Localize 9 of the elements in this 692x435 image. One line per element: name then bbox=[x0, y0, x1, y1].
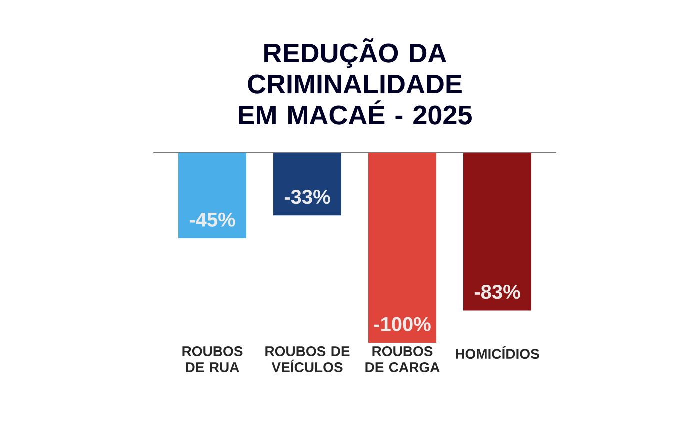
x-tick-label: ROUBOS DE CARGA bbox=[366, 346, 440, 372]
data-label: -45% bbox=[190, 212, 236, 227]
data-label: -33% bbox=[284, 190, 330, 204]
data-label: -83% bbox=[474, 284, 520, 300]
data-label: -100% bbox=[374, 317, 431, 332]
chart-title: REDUÇÃO DA CRIMINALIDADE EM MACAÉ - 2025 bbox=[239, 38, 472, 125]
x-tick-label: ROUBOS DE VEÍCULOS bbox=[266, 346, 350, 372]
x-tick-label: ROUBOS DE RUA bbox=[182, 346, 243, 372]
x-tick-label: HOMICÍDIOS bbox=[456, 346, 540, 360]
